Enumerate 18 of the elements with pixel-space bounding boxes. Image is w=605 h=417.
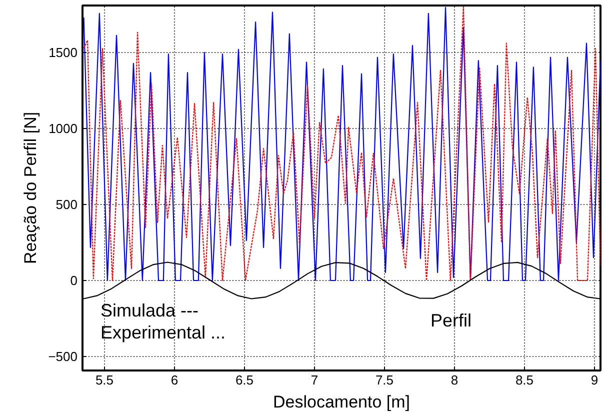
series-label: Perfil bbox=[430, 310, 472, 330]
x-tick-label: 7.5 bbox=[375, 372, 394, 388]
x-tick-label: 7 bbox=[310, 372, 318, 388]
y-axis-title: Reação do Perfil [N] bbox=[21, 112, 40, 264]
annotation: Simulada --- bbox=[100, 300, 199, 320]
y-tick-label: 1500 bbox=[48, 44, 78, 60]
x-tick-label: 9 bbox=[590, 372, 598, 388]
y-tick-label: 0 bbox=[70, 273, 78, 288]
x-tick-label: 8 bbox=[450, 372, 458, 388]
x-tick-label: 8.5 bbox=[515, 372, 534, 388]
annotation: Experimental ... bbox=[100, 322, 226, 342]
x-tick-label: 5.5 bbox=[95, 372, 114, 388]
x-tick-label: 6.5 bbox=[235, 372, 254, 388]
x-tick-label: 6 bbox=[170, 372, 178, 388]
y-tick-label: 1000 bbox=[48, 120, 78, 136]
y-tick-label: 500 bbox=[56, 196, 78, 212]
x-axis-title: Deslocamento [m] bbox=[273, 392, 410, 412]
y-tick-label: −500 bbox=[48, 349, 78, 364]
